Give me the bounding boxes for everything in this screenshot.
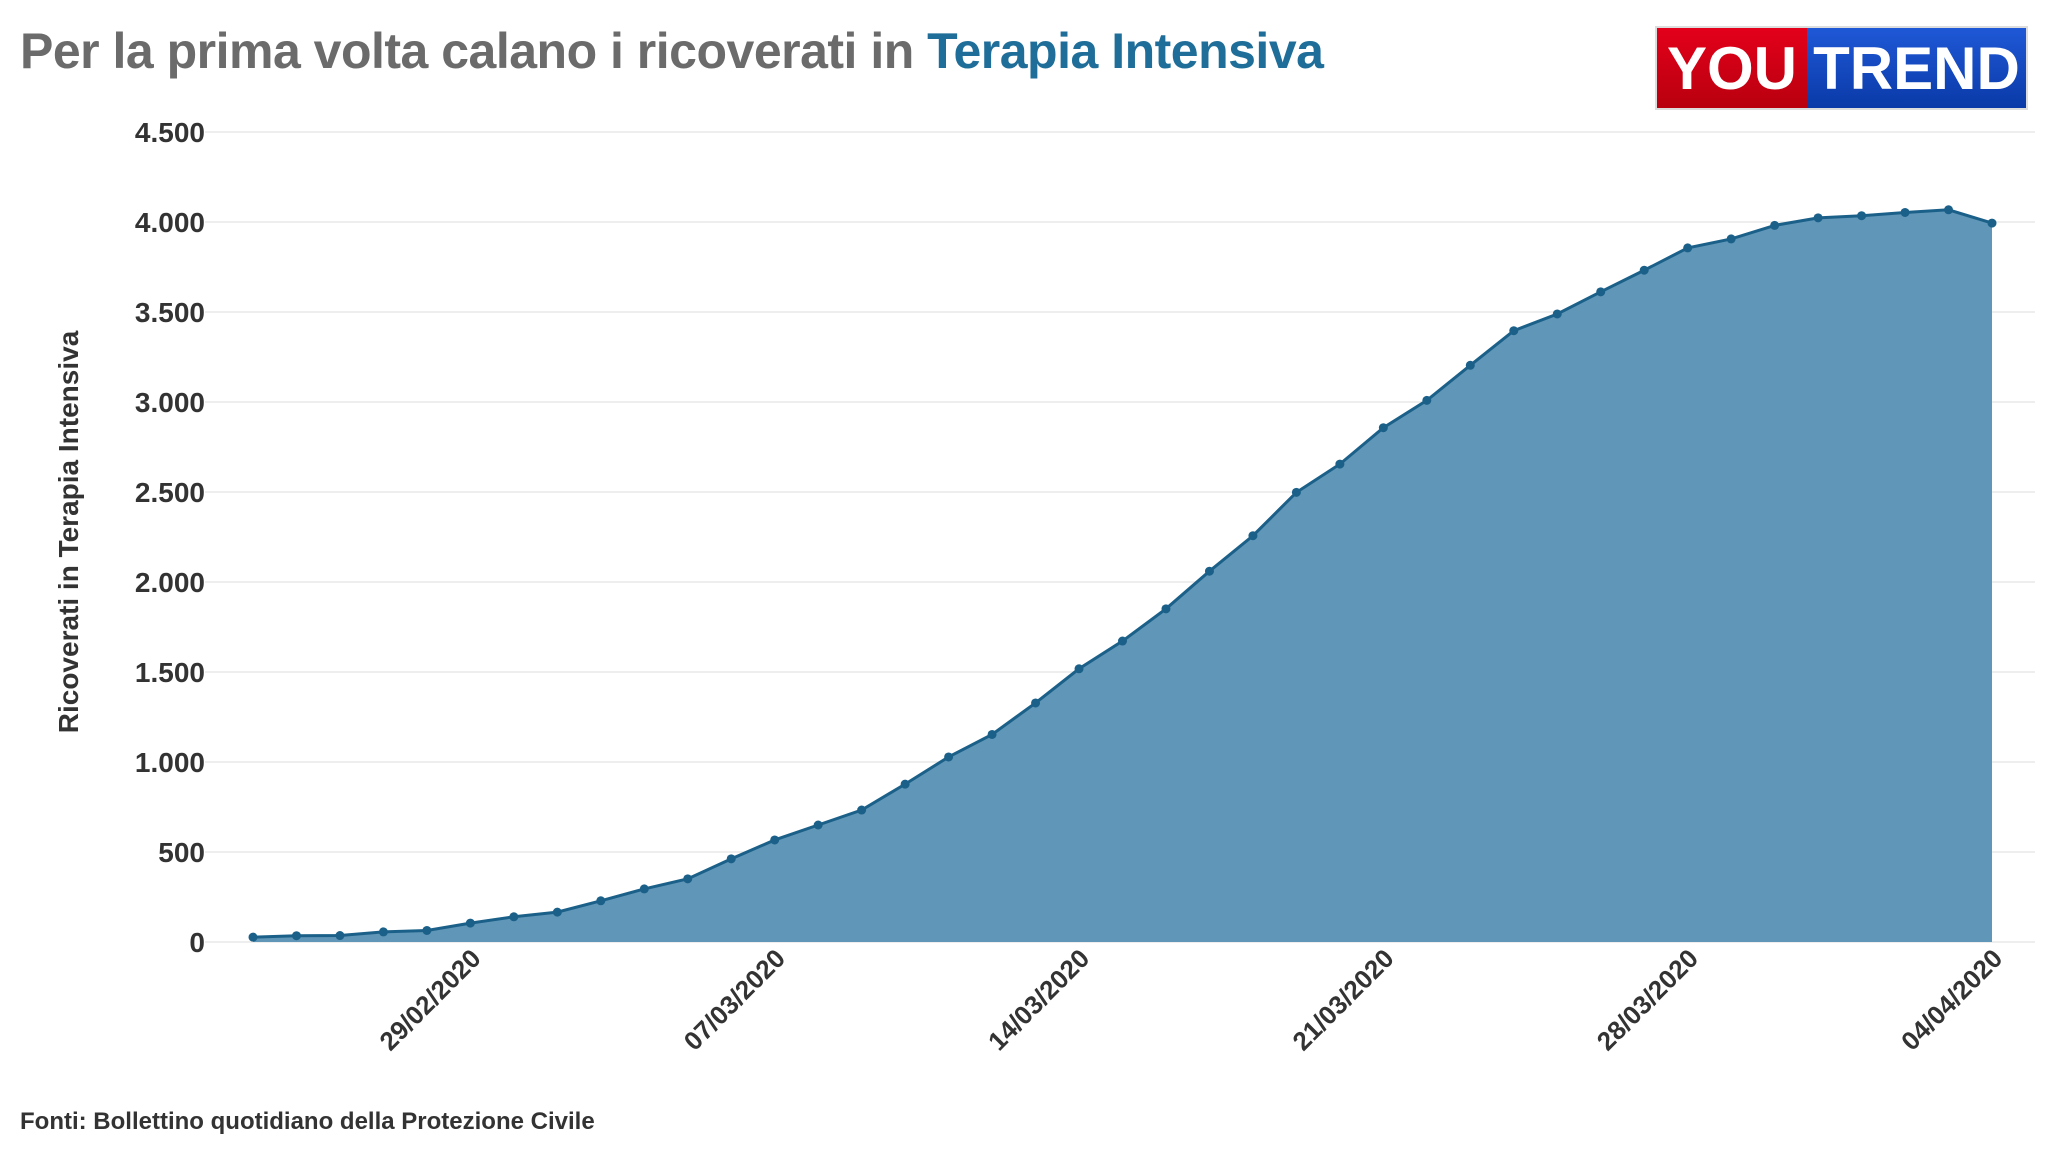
data-point bbox=[552, 907, 562, 917]
data-point bbox=[1857, 211, 1867, 221]
data-point bbox=[1509, 326, 1519, 336]
y-tick-label: 500 bbox=[158, 837, 205, 868]
x-tick-label: 07/03/2020 bbox=[678, 943, 791, 1056]
data-point bbox=[1900, 207, 1910, 217]
x-tick-label: 21/03/2020 bbox=[1286, 943, 1399, 1056]
x-tick-label: 14/03/2020 bbox=[982, 943, 1095, 1056]
youtrend-logo: YOU TREND bbox=[1655, 26, 2028, 110]
series-group bbox=[248, 205, 1997, 942]
data-point bbox=[1422, 395, 1432, 405]
data-point bbox=[509, 912, 519, 922]
data-point bbox=[987, 729, 997, 739]
data-point bbox=[596, 896, 606, 906]
area-fill bbox=[253, 209, 1992, 942]
data-point bbox=[1118, 636, 1127, 646]
x-tick-label: 28/03/2020 bbox=[1591, 943, 1704, 1056]
data-point bbox=[1639, 265, 1649, 275]
data-point bbox=[944, 752, 954, 762]
y-tick-label: 2.000 bbox=[135, 567, 205, 598]
data-point bbox=[335, 931, 345, 941]
y-axis-label: Ricoverati in Terapia Intensiva bbox=[53, 330, 84, 733]
x-tick-label: 29/02/2020 bbox=[373, 943, 486, 1056]
data-point bbox=[1813, 213, 1823, 223]
title-highlight: Terapia Intensiva bbox=[927, 23, 1324, 79]
data-point bbox=[1770, 220, 1780, 230]
y-axis-ticks: 0 500 1.000 1.500 2.000 2.500 3.000 3.500 4.000 4… bbox=[135, 117, 205, 958]
y-tick-label: 0 bbox=[189, 927, 205, 958]
logo-you: YOU bbox=[1657, 28, 1807, 108]
data-point bbox=[1378, 423, 1388, 433]
y-tick-label: 3.000 bbox=[135, 387, 205, 418]
data-point bbox=[1291, 487, 1301, 497]
y-tick-label: 4.500 bbox=[135, 117, 205, 148]
y-tick-label: 2.500 bbox=[135, 477, 205, 508]
x-axis-ticks: 29/02/2020 07/03/2020 14/03/2020 21/03/2020… bbox=[373, 943, 2008, 1056]
y-tick-label: 1.500 bbox=[135, 657, 205, 688]
data-point bbox=[465, 918, 475, 928]
data-point bbox=[1596, 287, 1606, 297]
data-point bbox=[857, 805, 867, 815]
data-point bbox=[726, 854, 736, 864]
data-point bbox=[683, 874, 693, 884]
data-point bbox=[1987, 218, 1997, 228]
source-note: Fonti: Bollettino quotidiano della Prote… bbox=[20, 1108, 595, 1135]
data-point bbox=[1161, 604, 1171, 614]
data-point bbox=[378, 927, 388, 937]
data-point bbox=[1683, 243, 1693, 253]
data-point bbox=[1031, 698, 1041, 708]
y-tick-label: 1.000 bbox=[135, 747, 205, 778]
data-point bbox=[1074, 664, 1084, 674]
logo-trend: TREND bbox=[1807, 28, 2026, 108]
data-point bbox=[248, 932, 258, 942]
data-point bbox=[900, 779, 910, 789]
y-tick-label: 3.500 bbox=[135, 297, 205, 328]
y-tick-label: 4.000 bbox=[135, 207, 205, 238]
data-point bbox=[813, 820, 823, 830]
data-point bbox=[1726, 234, 1736, 244]
data-point bbox=[1552, 309, 1562, 319]
title-main: Per la prima volta calano i ricoverati i… bbox=[20, 23, 928, 79]
data-point bbox=[1944, 205, 1954, 215]
data-point bbox=[639, 884, 649, 894]
data-point bbox=[1204, 566, 1214, 576]
data-point bbox=[422, 925, 432, 935]
data-point bbox=[1335, 459, 1345, 469]
chart-title: Per la prima volta calano i ricoverati i… bbox=[20, 22, 1324, 80]
data-point bbox=[1248, 531, 1258, 541]
data-point bbox=[770, 835, 780, 845]
data-point bbox=[291, 931, 301, 941]
data-point bbox=[1465, 360, 1475, 370]
x-tick-label: 04/04/2020 bbox=[1895, 943, 2008, 1056]
